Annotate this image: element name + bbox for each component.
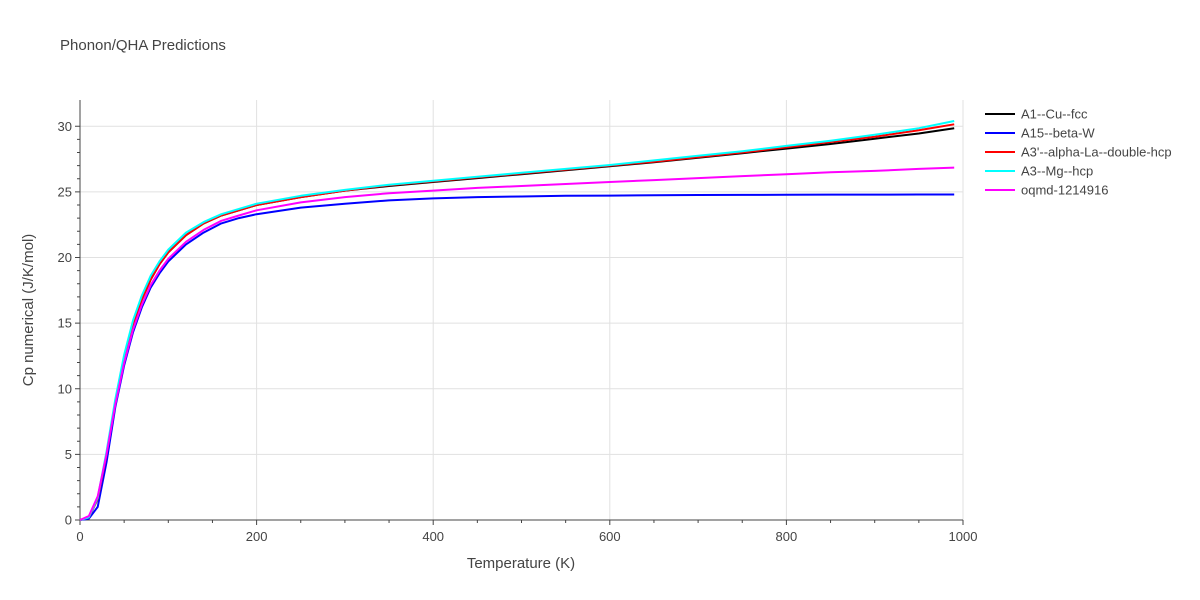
- axes: 0 200 400 600 800 1000 0 5 10 15 20 25 30: [58, 100, 978, 544]
- legend-label: A1--Cu--fcc: [1021, 107, 1088, 122]
- series-line-3: [79, 120, 955, 521]
- legend-label: oqmd-1214916: [1021, 183, 1108, 198]
- y-tick-label: 20: [58, 250, 72, 265]
- series-line-1: [79, 193, 955, 521]
- y-tick-label: 15: [58, 316, 72, 331]
- x-tick-label: 800: [776, 529, 798, 544]
- y-tick-label: 0: [65, 513, 72, 528]
- chart-title: Phonon/QHA Predictions: [60, 37, 226, 54]
- x-tick-label: 0: [76, 529, 83, 544]
- y-tick-label: 25: [58, 184, 72, 199]
- legend: A1--Cu--fcc A15--beta-W A3'--alpha-La--dou…: [985, 107, 1172, 198]
- x-axis-label: Temperature (K): [467, 555, 575, 572]
- grid: [80, 100, 964, 520]
- legend-label: A3--Mg--hcp: [1021, 164, 1093, 179]
- y-tick-label: 10: [58, 381, 72, 396]
- y-tick-label: 5: [65, 447, 72, 462]
- x-tick-label: 400: [422, 529, 444, 544]
- x-tick-label: 1000: [949, 529, 978, 544]
- legend-label: A3'--alpha-La--double-hcp: [1021, 145, 1172, 160]
- x-tick-label: 600: [599, 529, 621, 544]
- y-tick-label: 30: [58, 119, 72, 134]
- series-line-2: [79, 123, 955, 521]
- x-tick-label: 200: [246, 529, 268, 544]
- series-lines: [79, 120, 955, 521]
- legend-label: A15--beta-W: [1021, 126, 1095, 141]
- series-line-4: [79, 166, 955, 521]
- y-axis-label: Cp numerical (J/K/mol): [20, 234, 37, 387]
